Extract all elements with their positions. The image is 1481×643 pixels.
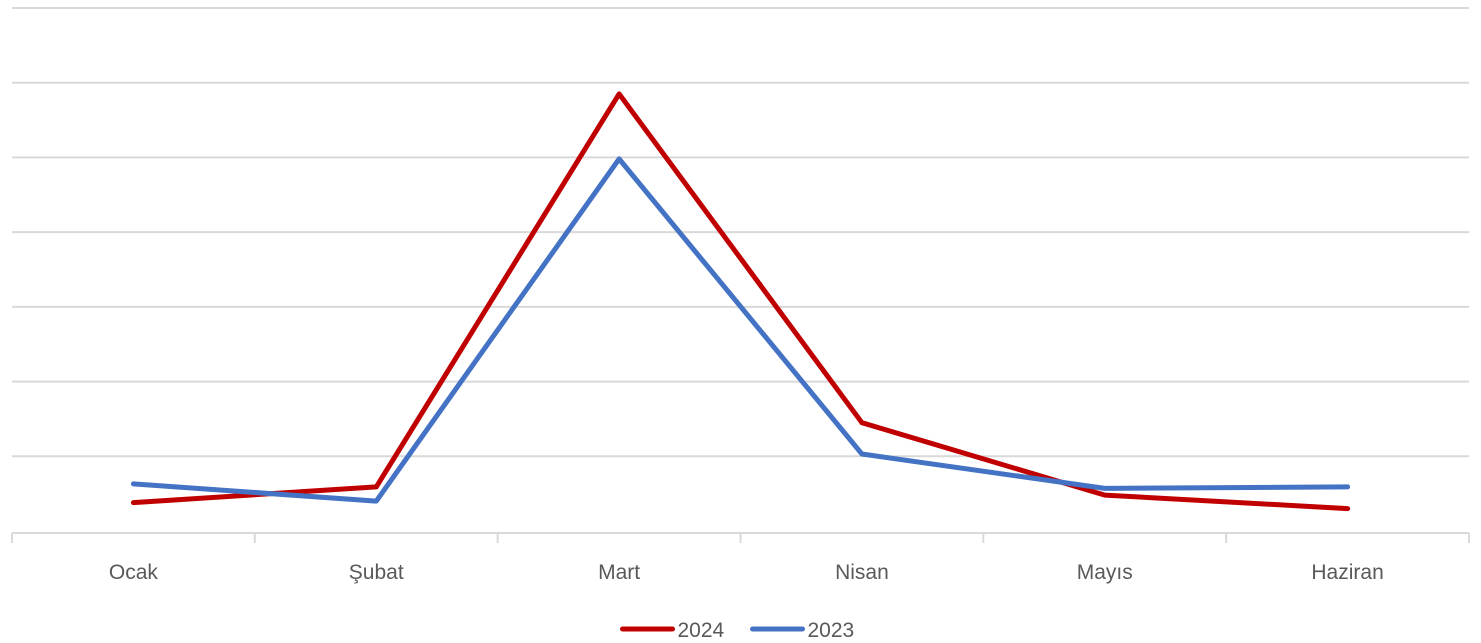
gridlines [12,7,1469,458]
x-tick-label: Mart [598,561,640,584]
legend-label-2023: 2023 [808,619,855,642]
x-tick-label: Haziran [1311,561,1383,584]
series-line-2023 [130,156,1351,504]
series-lines [130,91,1351,512]
x-tick-label: Ocak [109,561,159,584]
legend-label-2024: 2024 [678,619,725,642]
x-axis [11,532,1470,543]
x-tick-label: Mayıs [1077,561,1133,584]
x-tick-label: Şubat [349,561,404,584]
x-tick-labels: Ocak Şubat Mart Nisan Mayıs Haziran [109,561,1384,584]
series-line-2024 [130,91,1351,512]
legend: 2024 2023 [620,619,855,642]
x-tick-label: Nisan [835,561,889,584]
